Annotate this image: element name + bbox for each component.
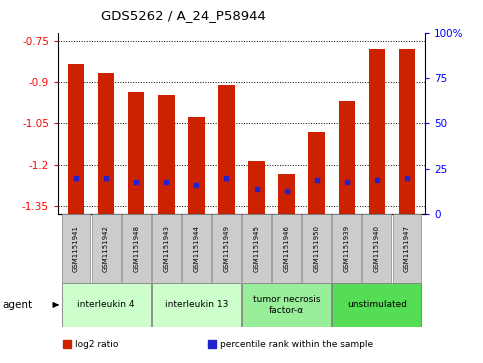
Text: GDS5262 / A_24_P58944: GDS5262 / A_24_P58944 bbox=[101, 9, 266, 22]
Text: interleukin 13: interleukin 13 bbox=[165, 301, 228, 309]
Text: GSM1151947: GSM1151947 bbox=[404, 225, 410, 272]
Bar bbox=[272, 214, 301, 283]
Text: GSM1151940: GSM1151940 bbox=[374, 225, 380, 272]
Bar bbox=[182, 214, 211, 283]
Bar bbox=[332, 214, 361, 283]
Text: GSM1151943: GSM1151943 bbox=[163, 225, 169, 272]
Bar bbox=[369, 49, 385, 214]
Bar bbox=[152, 214, 181, 283]
Bar bbox=[98, 73, 114, 214]
Text: GSM1151948: GSM1151948 bbox=[133, 225, 139, 272]
Bar bbox=[393, 214, 422, 283]
Bar bbox=[122, 214, 151, 283]
Bar bbox=[218, 85, 235, 214]
Text: interleukin 4: interleukin 4 bbox=[77, 301, 135, 309]
Bar bbox=[188, 117, 205, 214]
Text: unstimulated: unstimulated bbox=[347, 301, 407, 309]
Bar bbox=[309, 132, 325, 214]
Bar bbox=[152, 283, 241, 327]
Bar bbox=[61, 214, 90, 283]
Bar bbox=[212, 214, 241, 283]
Text: GSM1151941: GSM1151941 bbox=[73, 225, 79, 272]
Text: GSM1151944: GSM1151944 bbox=[193, 225, 199, 272]
Bar bbox=[158, 94, 174, 214]
Bar bbox=[278, 174, 295, 214]
Text: tumor necrosis
factor-α: tumor necrosis factor-α bbox=[253, 295, 320, 315]
Text: log2 ratio: log2 ratio bbox=[75, 340, 118, 349]
Text: GSM1151950: GSM1151950 bbox=[314, 225, 320, 272]
Bar bbox=[68, 64, 85, 214]
Text: GSM1151942: GSM1151942 bbox=[103, 225, 109, 272]
Bar bbox=[242, 283, 331, 327]
Text: GSM1151946: GSM1151946 bbox=[284, 225, 290, 272]
Bar bbox=[61, 283, 151, 327]
Text: GSM1151949: GSM1151949 bbox=[224, 225, 229, 272]
Bar bbox=[398, 49, 415, 214]
Bar bbox=[242, 214, 271, 283]
Bar bbox=[332, 283, 422, 327]
Text: percentile rank within the sample: percentile rank within the sample bbox=[220, 340, 373, 349]
Bar bbox=[92, 214, 121, 283]
Text: agent: agent bbox=[2, 300, 32, 310]
Text: GSM1151945: GSM1151945 bbox=[254, 225, 259, 272]
Bar bbox=[302, 214, 331, 283]
Bar bbox=[339, 101, 355, 214]
Bar bbox=[362, 214, 391, 283]
Bar bbox=[248, 160, 265, 214]
Bar bbox=[128, 92, 144, 214]
Text: GSM1151939: GSM1151939 bbox=[344, 225, 350, 272]
